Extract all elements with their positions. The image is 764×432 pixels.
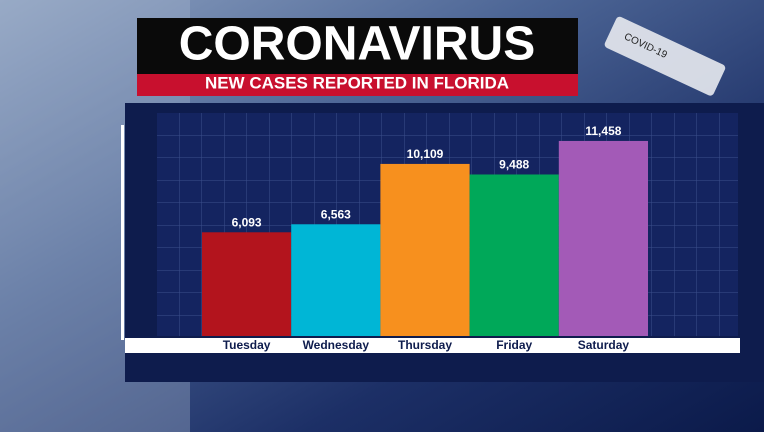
x-tick-label: Saturday [578,338,630,352]
test-tube: COVID-19 [604,16,726,96]
bar [380,163,470,336]
x-tick-label: Wednesday [303,338,370,352]
value-label: 6,563 [321,207,351,221]
bar [202,232,292,336]
value-label: 11,458 [585,124,621,138]
x-tick-label: Thursday [398,338,452,352]
x-tick-label: Friday [496,338,532,352]
chart-title: CORONAVIRUS [179,18,535,71]
value-label: 9,488 [499,158,529,172]
bar [558,140,648,336]
value-label: 10,109 [407,147,444,161]
bar [291,224,381,336]
title-box [137,18,578,74]
chart-subtitle: NEW CASES REPORTED IN FLORIDA [205,73,509,92]
subtitle-bar [137,70,578,96]
label-strip [125,338,740,353]
bar [469,174,559,336]
x-tick-label: Tuesday [223,338,271,352]
value-label: 6,093 [232,215,262,229]
left-edge [121,125,124,340]
